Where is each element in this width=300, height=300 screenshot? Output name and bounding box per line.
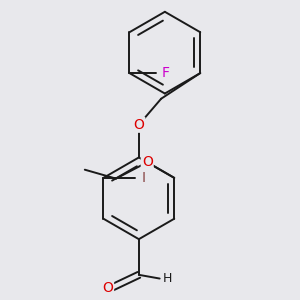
Text: O: O	[134, 118, 144, 132]
Text: F: F	[161, 66, 169, 80]
Text: O: O	[102, 281, 113, 295]
Text: O: O	[142, 155, 153, 169]
Text: I: I	[142, 171, 146, 185]
Text: H: H	[162, 272, 172, 285]
